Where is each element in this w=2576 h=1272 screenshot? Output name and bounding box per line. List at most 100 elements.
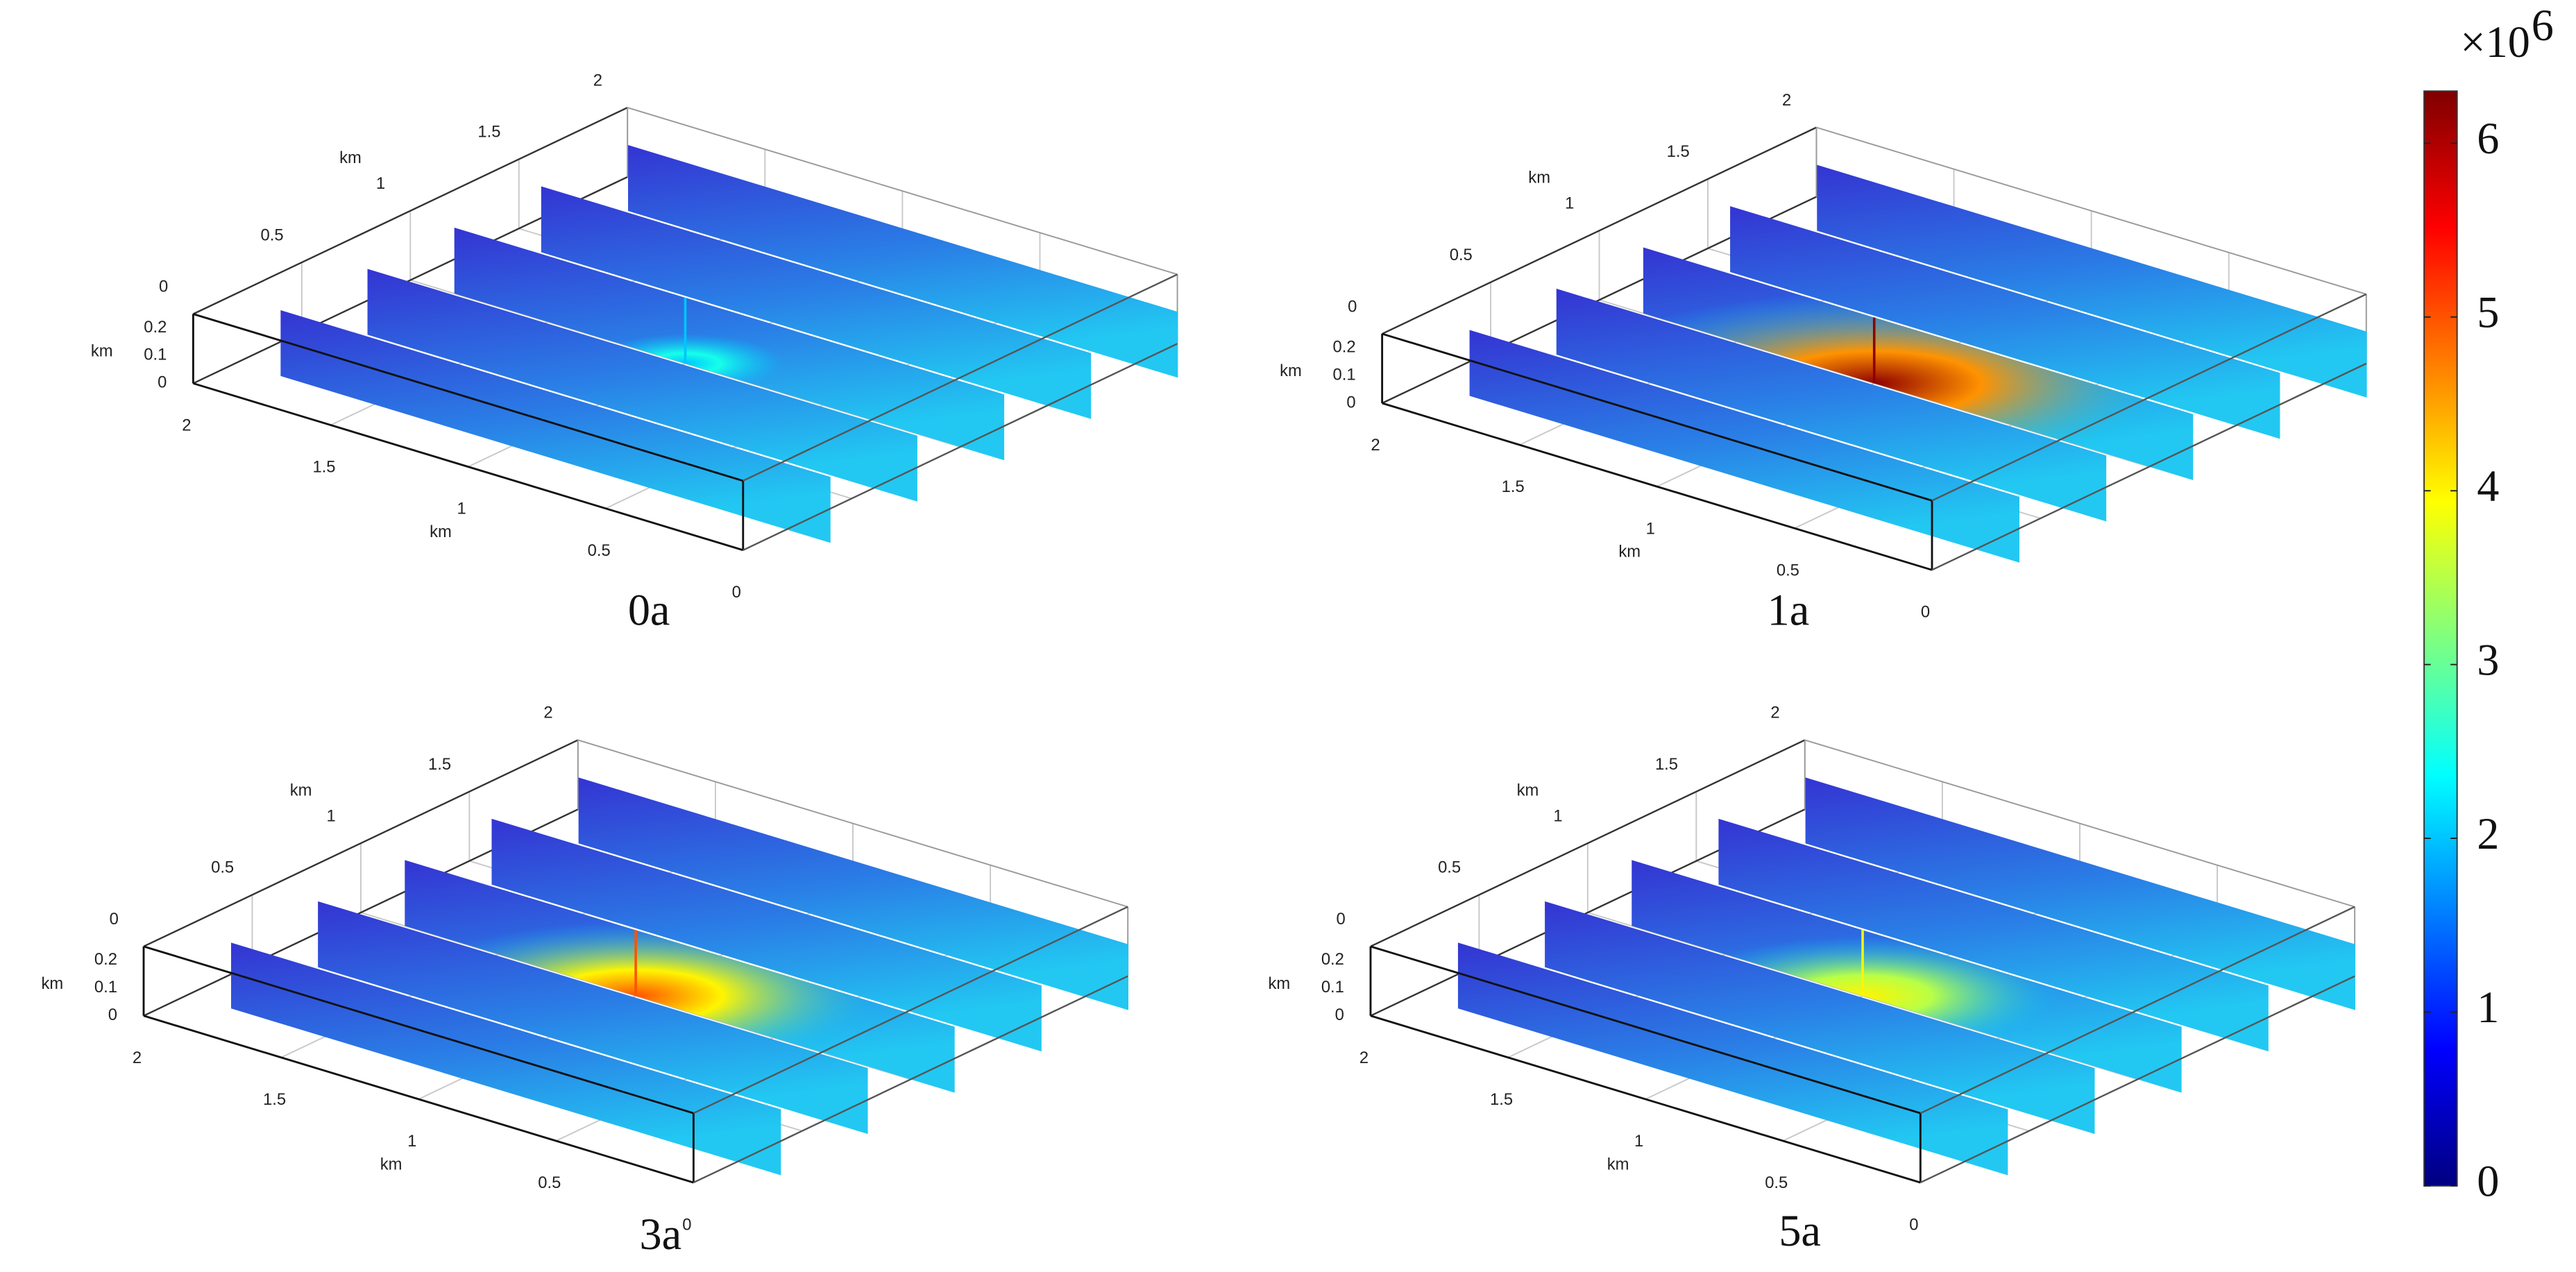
y-tick-label: 1 bbox=[1565, 194, 1574, 213]
box-edge bbox=[1370, 1015, 1921, 1184]
x-axis-title: km bbox=[1618, 542, 1641, 561]
box-edge bbox=[1931, 293, 2367, 502]
z-axis-title: km bbox=[91, 342, 113, 361]
x-tick-label: 0 bbox=[732, 583, 741, 602]
box-edge bbox=[143, 945, 694, 1114]
box-edge bbox=[1931, 362, 2367, 571]
x-axis-title: km bbox=[380, 1155, 402, 1173]
z-axis-title: km bbox=[1280, 362, 1302, 380]
y-tick-label: 0.5 bbox=[1438, 858, 1461, 877]
box-edge bbox=[192, 382, 744, 552]
y-axis-title: km bbox=[1517, 781, 1539, 799]
fracture-wall bbox=[1545, 901, 2095, 1135]
panel: 2 1.5 1 0.5 0 km 0 0.5 1 1.5 2 km 0 0.1 0.2 km 1a bbox=[1280, 91, 2367, 634]
box-edge bbox=[627, 107, 1178, 275]
y-tick-label: 1 bbox=[326, 806, 335, 825]
panel: 2 1.5 1 0.5 0 km 0 0.5 1 1.5 2 km 0 0.1 0.2 km 3a bbox=[41, 704, 1129, 1259]
y-tick-label: 1.5 bbox=[428, 755, 451, 774]
box-edge bbox=[143, 1015, 694, 1184]
y-tick-label: 1 bbox=[1553, 806, 1562, 825]
colorbar-tick-label: 3 bbox=[2477, 635, 2499, 684]
x-tick-label: 2 bbox=[133, 1049, 142, 1067]
y-tick-label: 1.5 bbox=[1655, 755, 1678, 774]
colorbar-tick-label: 5 bbox=[2477, 288, 2499, 337]
x-tick-label: 1 bbox=[1634, 1132, 1643, 1151]
y-tick-label: 0 bbox=[159, 278, 168, 296]
x-tick-label: 2 bbox=[182, 416, 191, 435]
panel-label: 0a bbox=[628, 585, 670, 634]
y-axis-title: km bbox=[290, 781, 312, 799]
x-axis-title: km bbox=[1607, 1155, 1629, 1173]
z-axis-title: km bbox=[41, 974, 63, 993]
fracture-wall bbox=[367, 269, 917, 502]
box-edge bbox=[743, 273, 1178, 482]
fracture-wall bbox=[628, 145, 1178, 378]
box-edge bbox=[1816, 126, 2367, 295]
z-tick-label: 0.2 bbox=[94, 950, 117, 969]
fracture-wall bbox=[318, 901, 868, 1135]
box-edge bbox=[743, 343, 1178, 551]
panel-label: 1a bbox=[1768, 585, 1810, 634]
fracture-wall bbox=[578, 777, 1128, 1010]
z-tick-label: 0.1 bbox=[144, 346, 167, 364]
fracture-wall bbox=[491, 818, 1042, 1052]
colorbar-tick-label: 6 bbox=[2477, 114, 2499, 163]
x-tick-label: 1.5 bbox=[1502, 477, 1525, 496]
x-tick-label: 0 bbox=[1921, 602, 1930, 621]
x-axis-title: km bbox=[430, 523, 452, 541]
y-tick-label: 0 bbox=[110, 910, 119, 928]
z-tick-label: 0.1 bbox=[94, 978, 117, 997]
y-tick-label: 0 bbox=[1337, 910, 1346, 928]
box-edge bbox=[577, 739, 1128, 908]
x-tick-label: 1 bbox=[407, 1132, 416, 1151]
box-edge bbox=[1382, 126, 1817, 335]
y-tick-label: 0.5 bbox=[211, 858, 234, 877]
y-tick-label: 2 bbox=[543, 704, 552, 722]
x-tick-label: 1 bbox=[457, 500, 466, 518]
x-tick-label: 0 bbox=[1909, 1215, 1918, 1234]
x-tick-label: 0.5 bbox=[538, 1173, 561, 1192]
x-tick-label: 1.5 bbox=[1490, 1090, 1513, 1109]
fracture-wall bbox=[1469, 330, 2019, 563]
x-tick-label: 0.5 bbox=[1765, 1173, 1788, 1192]
box-edge bbox=[1920, 906, 2355, 1114]
z-tick-label: 0 bbox=[108, 1006, 117, 1024]
box-edge bbox=[693, 975, 1128, 1184]
z-tick-label: 0 bbox=[1335, 1006, 1344, 1024]
y-tick-label: 1.5 bbox=[1667, 142, 1690, 161]
box-edge bbox=[1370, 739, 1806, 947]
z-tick-label: 0.2 bbox=[1321, 950, 1344, 969]
fracture-wall bbox=[1730, 206, 2280, 439]
fracture-wall bbox=[230, 942, 781, 1176]
z-axis-title: km bbox=[1268, 974, 1290, 993]
colorbar-tick-label: 4 bbox=[2477, 461, 2499, 511]
z-tick-label: 0.1 bbox=[1321, 978, 1344, 997]
z-tick-label: 0.2 bbox=[144, 318, 167, 337]
y-tick-label: 1.5 bbox=[477, 123, 500, 142]
x-tick-label: 2 bbox=[1359, 1049, 1368, 1067]
box-edge bbox=[1804, 739, 2355, 908]
colorbar-tick-label: 0 bbox=[2477, 1157, 2499, 1206]
fracture-wall bbox=[1457, 942, 2008, 1176]
y-tick-label: 1 bbox=[376, 174, 385, 193]
z-tick-label: 0.1 bbox=[1332, 365, 1355, 384]
y-tick-label: 2 bbox=[1782, 91, 1791, 110]
box-edge bbox=[1382, 402, 1933, 571]
panel: 2 1.5 1 0.5 0 km 0 0.5 1 1.5 2 km 0 0.1 0.2 km 5a bbox=[1268, 704, 2356, 1255]
x-tick-label: 0 bbox=[682, 1215, 691, 1234]
fracture-wall bbox=[1718, 818, 2269, 1052]
box-edge bbox=[192, 106, 628, 315]
y-tick-label: 0 bbox=[1348, 297, 1357, 316]
y-tick-label: 2 bbox=[1770, 704, 1779, 722]
x-tick-label: 0.5 bbox=[588, 541, 611, 560]
box-edge bbox=[693, 906, 1128, 1114]
colorbar-tick-label: 1 bbox=[2477, 983, 2499, 1032]
y-tick-label: 0.5 bbox=[260, 226, 283, 244]
panel-label: 3a bbox=[639, 1210, 681, 1259]
box-edge bbox=[1920, 975, 2355, 1184]
box-edge bbox=[143, 739, 579, 947]
box-edge bbox=[1382, 332, 1933, 502]
y-axis-title: km bbox=[1528, 169, 1550, 187]
